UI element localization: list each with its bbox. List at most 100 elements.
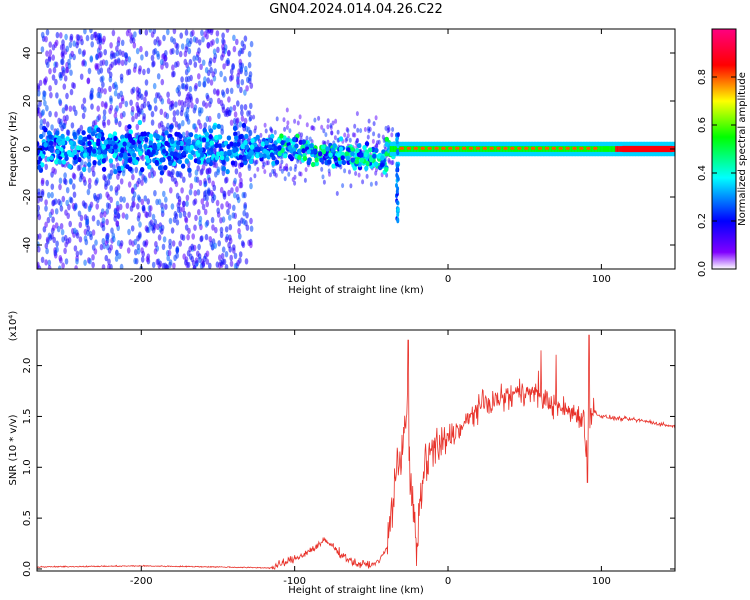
heatmap-cell: [527, 146, 530, 152]
heatmap-cell: [86, 225, 91, 232]
heatmap-xlabel: Height of straight line (km): [288, 285, 424, 296]
heatmap-cell: [310, 139, 314, 145]
heatmap-cell: [221, 38, 225, 45]
heatmap-cell: [263, 148, 268, 154]
heatmap-cell: [275, 116, 279, 122]
heatmap-cell: [334, 118, 338, 124]
heatmap-cell: [180, 163, 186, 169]
heatmap-cell: [221, 47, 226, 54]
heatmap-cell: [302, 155, 308, 162]
heatmap-cell: [394, 146, 397, 152]
heatmap-cell: [229, 75, 233, 82]
heatmap-cell: [196, 189, 201, 196]
heatmap-cell: [83, 235, 88, 242]
heatmap-cell: [283, 153, 288, 159]
heatmap-cell: [159, 135, 164, 141]
heatmap-cell: [134, 166, 139, 174]
heatmap-cell: [411, 146, 414, 152]
heatmap-cell: [97, 52, 102, 59]
heatmap-cell: [92, 160, 97, 166]
heatmap-cell: [343, 132, 347, 138]
heatmap-cell: [180, 99, 184, 107]
heatmap-cell: [221, 166, 226, 172]
heatmap-cell: [42, 94, 46, 101]
heatmap-cell: [215, 30, 220, 37]
heatmap-cell: [240, 143, 245, 150]
heatmap-cell: [486, 146, 489, 152]
heatmap-cell: [182, 210, 187, 218]
heatmap-cell: [113, 144, 118, 150]
heatmap-cell: [55, 130, 60, 136]
heatmap-cell: [289, 156, 294, 162]
heatmap-cell: [178, 211, 183, 219]
heatmap-cell: [612, 146, 615, 152]
heatmap-cell: [397, 146, 400, 152]
heatmap-cell: [205, 258, 210, 265]
heatmap-cell: [37, 233, 40, 241]
heatmap-cell: [461, 146, 467, 150]
heatmap-cell: [92, 148, 97, 154]
heatmap-cell: [192, 55, 196, 62]
heatmap-cell: [226, 144, 231, 150]
heatmap-cell: [139, 45, 143, 53]
heatmap-cell: [258, 152, 264, 158]
heatmap-cell: [242, 210, 246, 217]
heatmap-cell: [101, 158, 107, 164]
heatmap-cell: [243, 104, 248, 111]
heatmap-cell: [346, 128, 350, 134]
heatmap-cell: [321, 149, 327, 155]
heatmap-cell: [219, 99, 224, 107]
heatmap-cell: [212, 48, 217, 55]
heatmap-cell: [145, 158, 151, 164]
heatmap-cell: [44, 221, 48, 228]
heatmap-cell: [225, 87, 230, 95]
heatmap-cell: [58, 98, 62, 105]
heatmap-cell: [216, 123, 221, 129]
heatmap-cell: [169, 100, 173, 108]
heatmap-cell: [116, 92, 121, 100]
heatmap-cell: [372, 121, 376, 127]
heatmap-cell: [44, 205, 48, 212]
heatmap-cell: [252, 114, 256, 120]
heatmap-cell: [238, 134, 243, 140]
heatmap-cell: [188, 132, 194, 138]
heatmap-cell: [263, 122, 267, 128]
heatmap-cell: [291, 177, 295, 182]
heatmap-cell: [234, 168, 239, 175]
heatmap-cell: [204, 221, 209, 228]
heatmap-cell: [375, 143, 379, 148]
heatmap-cell: [101, 81, 105, 88]
heatmap-cell: [98, 193, 103, 200]
heatmap-cell: [157, 122, 162, 129]
heatmap-cell: [69, 197, 74, 204]
heatmap-cell: [50, 183, 55, 190]
heatmap-cell: [297, 154, 302, 161]
heatmap-cell: [125, 30, 130, 37]
heatmap-cell: [58, 71, 62, 79]
heatmap-cell: [86, 77, 91, 84]
heatmap-cell: [107, 258, 111, 265]
heatmap-cell: [269, 152, 275, 158]
heatmap-cell: [330, 130, 334, 136]
heatmap-cell: [244, 133, 249, 139]
heatmap-cell: [132, 201, 136, 208]
heatmap-cell: [166, 91, 170, 98]
heatmap-cell: [219, 70, 223, 78]
colorbar-tick-label: 0.8: [697, 69, 708, 85]
snr-line-plot: [37, 334, 675, 570]
heatmap-cell: [140, 54, 144, 61]
heatmap-cell: [266, 154, 271, 160]
heatmap-cell: [230, 187, 234, 194]
heatmap-cell: [331, 120, 335, 126]
heatmap-cell: [210, 216, 215, 224]
heatmap-cell: [225, 169, 230, 175]
heatmap-cell: [184, 83, 189, 90]
heatmap-cell: [277, 145, 282, 151]
heatmap-cell: [155, 258, 160, 266]
heatmap-cell: [121, 50, 125, 57]
heatmap-cell: [109, 185, 113, 192]
heatmap-cell: [203, 208, 208, 216]
heatmap-cell: [52, 66, 57, 74]
heatmap-cell: [586, 146, 591, 150]
heatmap-cell: [558, 146, 563, 150]
